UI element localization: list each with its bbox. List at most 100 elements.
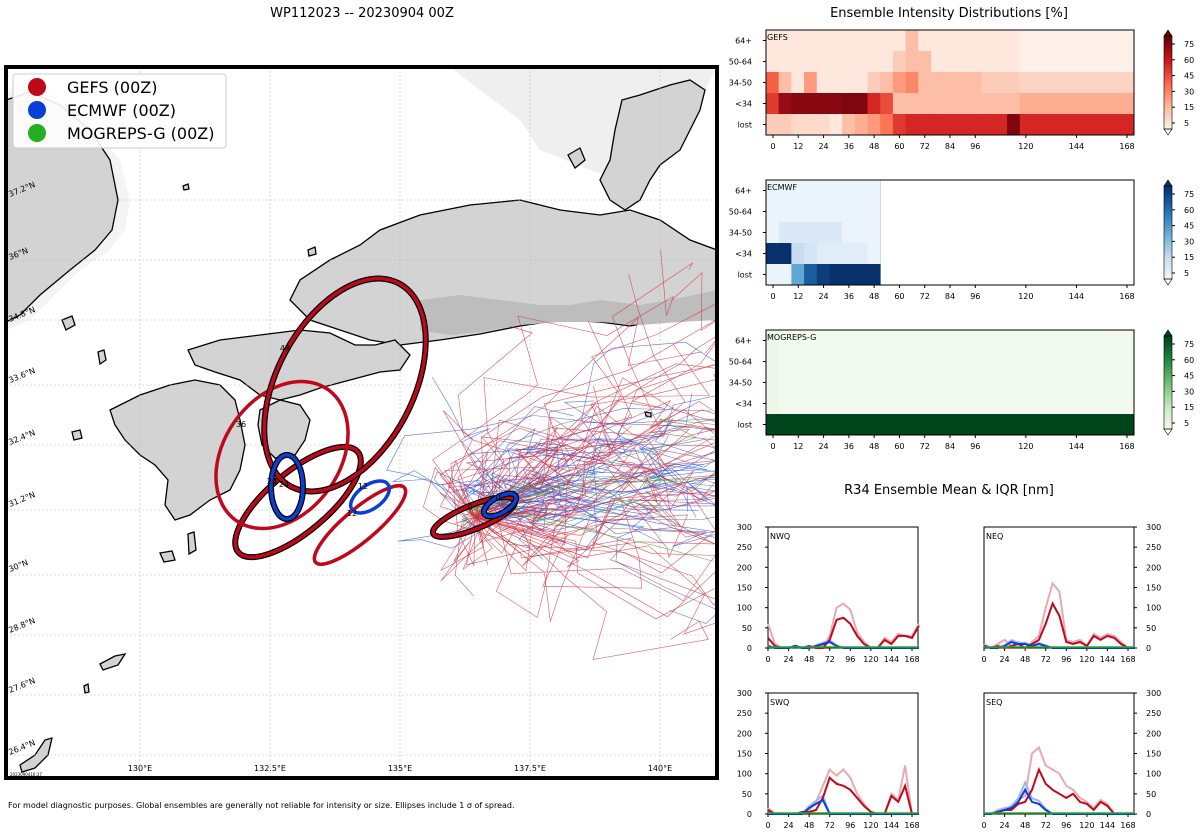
colorbar-segment [1164, 382, 1172, 387]
heatmap-cell [842, 72, 856, 94]
heatmap-cell [791, 72, 805, 94]
ensemble-track [469, 475, 717, 523]
colorbar-segment [1164, 351, 1172, 356]
colorbar-tick-label: 5 [1184, 269, 1189, 278]
heatmap-xtick-label: 60 [894, 442, 904, 451]
heatmap-xtick-label: 144 [1069, 292, 1084, 301]
heatmap-row-label: 34-50 [729, 229, 752, 238]
heatmap-cell [829, 72, 843, 94]
r34-xtick-label: 168 [1120, 821, 1135, 830]
colorbar-segment [1164, 373, 1172, 377]
heatmap-cell [778, 243, 792, 265]
heatmap-cell [778, 222, 792, 244]
heatmap-cell [956, 93, 970, 115]
r34-xtick-label: 24 [783, 655, 793, 664]
colorbar-segment [1164, 220, 1172, 224]
r34-frame [983, 526, 1135, 649]
heatmap-cell [791, 93, 805, 115]
heatmap-cell [804, 93, 818, 115]
ensemble-track [474, 428, 717, 543]
ecmwf-label-12: 12 [358, 482, 368, 491]
r34-ytick-label: 150 [1146, 750, 1161, 759]
r34-ytick-label: 100 [1146, 604, 1161, 613]
heatmap-cell [918, 51, 932, 73]
heatmap-cell [969, 114, 983, 136]
heatmap-cell [930, 72, 945, 94]
heatmap-cell [804, 180, 818, 202]
heatmap-cell [816, 264, 830, 286]
colorbar-arrow-bottom [1163, 278, 1173, 286]
colorbar-tick-label: 60 [1184, 356, 1194, 365]
heatmap-cell [854, 180, 869, 202]
r34-xtick-label: 168 [904, 821, 919, 830]
lon-label: 135°E [388, 764, 412, 773]
colorbar-segment [1164, 226, 1172, 230]
ecmwf-mean-line [984, 787, 1135, 815]
heatmap-cell [867, 222, 881, 244]
colorbar-tick-label: 5 [1184, 119, 1189, 128]
r34-xtick-label: 96 [1061, 821, 1071, 830]
heatmap-cell [842, 180, 856, 202]
ensemble-track [499, 454, 717, 506]
gefs-label-12: 12 [347, 509, 357, 518]
colorbar-segment [1164, 60, 1172, 65]
legend-marker-2 [28, 124, 46, 142]
ensemble-track [474, 478, 595, 567]
colorbar-segment [1164, 39, 1172, 43]
ensemble-track [474, 516, 717, 559]
legend-label-1: ECMWF (00Z) [67, 101, 176, 120]
colorbar-segment [1164, 116, 1172, 121]
colorbar-segment [1164, 345, 1172, 349]
colorbar-segment [1164, 401, 1172, 405]
heatmap-cell [804, 264, 818, 286]
ensemble-track [498, 395, 717, 506]
r34-xtick-label: 72 [825, 821, 835, 830]
ensemble-track [440, 409, 717, 582]
r34-ytick-label: 200 [737, 729, 752, 738]
lon-label: 137.5°E [514, 764, 546, 773]
ensemble-track [474, 434, 717, 518]
r34-ytick-label: 250 [737, 543, 752, 552]
heatmap-cell [829, 30, 843, 52]
colorbar-segment [1164, 76, 1172, 80]
heatmap-xtick-label: 36 [844, 292, 854, 301]
heatmap-cell [766, 222, 780, 244]
r34-panel-seq: SEQ 0 50 100 150 200 250 300 0 24 48 72 96 120 144 168 [981, 689, 1161, 830]
intensity-panels: GEFS 64+ 50-64 34-50 <34 lost 0 12 24 36 48 60 72 84 9… [729, 29, 1194, 451]
colorbar-segment [1164, 88, 1172, 93]
heatmap-xtick-label: 60 [894, 292, 904, 301]
colorbar-segment [1164, 367, 1172, 371]
ensemble-track [463, 406, 574, 506]
colorbar-segment [1164, 410, 1172, 414]
r34-xtick-label: 96 [1061, 655, 1071, 664]
colorbar-segment [1164, 195, 1172, 199]
colorbar-segment [1164, 42, 1172, 46]
heatmap-cell [892, 30, 907, 52]
heatmap-cell [829, 201, 843, 223]
heatmap-xtick-label: 144 [1069, 142, 1084, 151]
colorbar-segment [1164, 63, 1172, 68]
r34-panel-swq: SWQ 0 50 100 150 200 250 300 0 24 48 72 96 120 144 168 [737, 689, 920, 830]
r34-xtick-label: 0 [765, 821, 770, 830]
ensemble-track [444, 421, 717, 518]
r34-xtick-label: 24 [783, 821, 793, 830]
ensemble-track [499, 454, 708, 520]
ensemble-track [499, 463, 717, 506]
heatmap-cell [854, 243, 869, 265]
heatmap-panel-label: ECMWF [767, 183, 797, 192]
ensemble-track [474, 272, 717, 518]
heatmap-cell [829, 93, 843, 115]
ensemble-track [474, 464, 717, 524]
legend-label-2: MOGREPS-G (00Z) [67, 124, 214, 143]
heatmap-cell [842, 30, 856, 52]
colorbar-tick-label: 5 [1184, 419, 1189, 428]
gefs-label-24: 24 [279, 480, 289, 489]
heatmap-row-label: lost [738, 121, 752, 130]
heatmap-xtick-label: 72 [920, 442, 930, 451]
colorbar-segment [1164, 251, 1172, 255]
heatmap-cell [969, 30, 983, 52]
heatmap-cell [1019, 93, 1134, 114]
r34-xtick-label: 48 [1020, 655, 1030, 664]
heatmap-cell [918, 30, 932, 52]
